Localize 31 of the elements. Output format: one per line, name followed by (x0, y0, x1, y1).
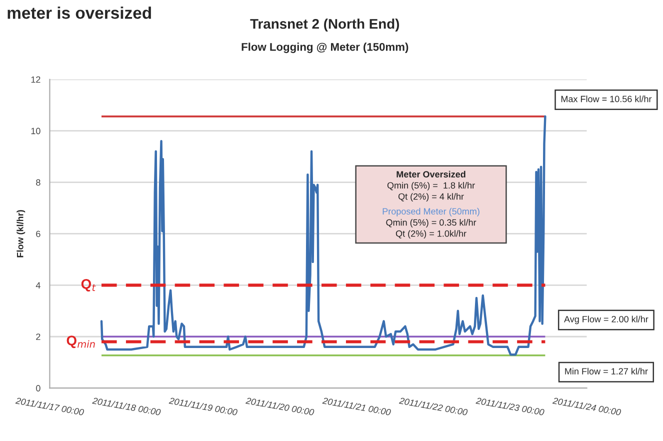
y-tick-label: 2 (36, 334, 40, 340)
ref-line-label: Max Flow = 10.56 kl/hr (561, 96, 652, 102)
y-tick-label: 0 (36, 385, 40, 392)
ref-line-label: Min Flow = 1.27 kl/hr (565, 368, 648, 374)
y-tick-label: 4 (36, 282, 40, 288)
x-tick-label: 2011/11/21 00:00 (322, 397, 392, 416)
annotation: Meter Oversized (396, 170, 466, 178)
annotation: Qt (2%) = 4 kl/hr (398, 193, 464, 202)
ref-line-label: Q$_{t}$ (81, 279, 96, 292)
x-tick-label: 2011/11/20 00:00 (245, 397, 314, 416)
x-tick-label: 2011/11/24 00:00 (552, 397, 622, 416)
x-tick-label: 2011/11/18 00:00 (92, 397, 162, 416)
y-tick-label: 6 (36, 230, 40, 238)
annotation: Qmin (5%) = 1.8 kl/hr (387, 182, 475, 190)
annotation: Qmin (5%) = 0.35 kl/hr (386, 219, 476, 228)
y-tick-label: 8 (36, 179, 40, 186)
annotation: Proposed Meter (50mm) (382, 208, 480, 216)
ref-line-label: Avg Flow = 2.00 kl/hr (564, 316, 648, 324)
x-tick-label: 2011/11/22 00:00 (398, 397, 468, 416)
y-tick-label: 10 (31, 128, 40, 134)
chart-title: Transnet 2 (North End) (250, 18, 400, 32)
text: meter is oversized (8, 6, 151, 19)
ref-line-label: Q$_{min}$ (66, 336, 95, 348)
chart-subtitle: Flow Logging @ Meter (150mm) (242, 42, 408, 54)
annotation: Qt (2%) = 1.0kl/hr (396, 230, 466, 239)
y-axis-title: Flow (kl/hr) (16, 210, 26, 258)
x-tick-label: 2011/11/19 00:00 (168, 397, 238, 416)
line-series (100, 115, 546, 356)
y-tick-label: 12 (31, 76, 40, 83)
x-tick-label: 2011/11/17 00:00 (15, 397, 84, 416)
x-tick-label: 2011/11/23 00:00 (476, 397, 545, 416)
